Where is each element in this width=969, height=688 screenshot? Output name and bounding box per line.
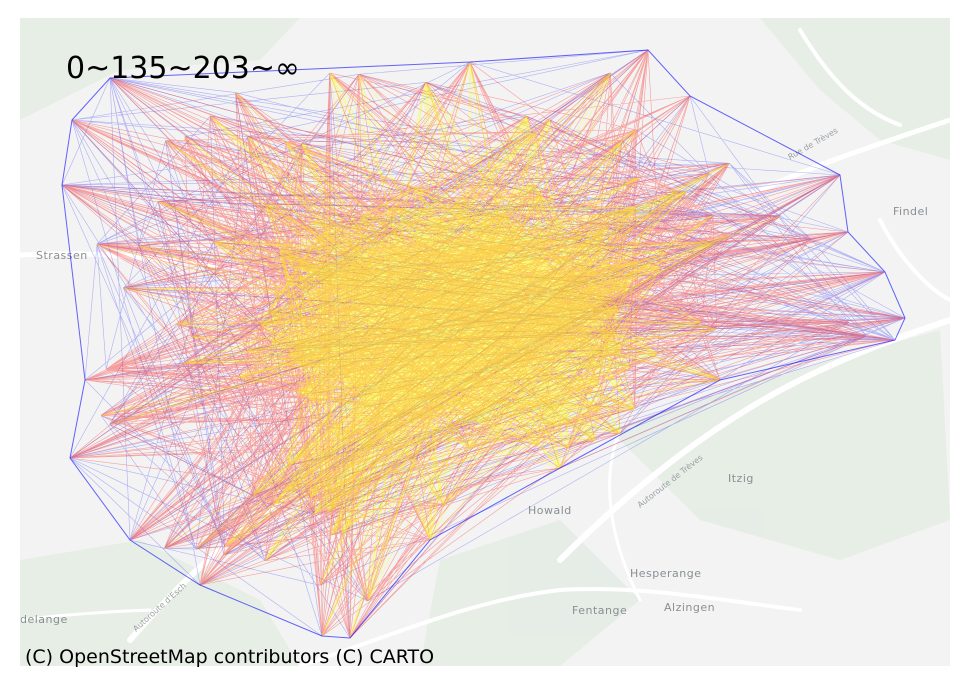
- legend-text: 0~135~203~∞: [66, 51, 300, 86]
- place-label-alzingen: Alzingen: [664, 601, 715, 614]
- place-labels: Findel Strassen Itzig Howald Hesperange …: [20, 205, 928, 626]
- place-label-fentange: Fentange: [572, 604, 627, 617]
- place-label-howald: Howald: [528, 504, 572, 517]
- map-area: Findel Strassen Itzig Howald Hesperange …: [17, 18, 953, 668]
- place-label-strassen: Strassen: [36, 249, 88, 262]
- roads: [17, 28, 953, 668]
- place-label-delange: delange: [20, 613, 68, 626]
- place-label-findel: Findel: [893, 205, 928, 218]
- place-label-hesperange: Hesperange: [630, 567, 702, 580]
- edge-network: [61, 49, 906, 639]
- network-hull: [61, 49, 906, 639]
- edges-high: [96, 61, 781, 639]
- place-label-itzig: Itzig: [728, 472, 754, 485]
- attribution-text: (C) OpenStreetMap contributors (C) CARTO: [25, 646, 434, 668]
